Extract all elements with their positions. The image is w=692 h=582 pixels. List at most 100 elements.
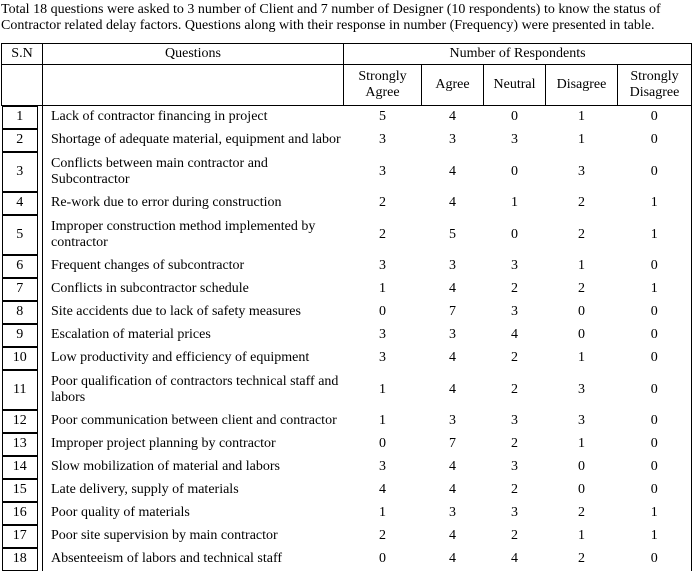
sn-cell: 13 — [1, 432, 43, 456]
value-cell: 3 — [449, 505, 456, 520]
value-cell: 3 — [449, 413, 456, 428]
value-cell: 3 — [511, 258, 518, 273]
value-cell: 4 — [449, 195, 456, 210]
table-row: 14 Slow mobilization of material and labo… — [1, 455, 692, 479]
sn-box: 15 — [1, 478, 38, 502]
table-row: 16 Poor quality of materials 1 3 3 2 1 — [1, 501, 692, 525]
value-cell: 3 — [379, 258, 386, 273]
sn-cell: 12 — [1, 409, 43, 433]
value-cell: 4 — [449, 381, 456, 397]
value-cell: 4 — [449, 551, 456, 566]
value-cell: 0 — [379, 304, 386, 319]
question-cell: Poor site supervision by main contractor — [42, 524, 344, 548]
value-cell: 7 — [449, 436, 456, 451]
value-cell: 1 — [617, 191, 692, 215]
value-cell: 3 — [511, 459, 518, 474]
sn-box: 13 — [1, 432, 38, 456]
question-cell: Low productivity and efficiency of equip… — [42, 346, 344, 370]
question-cell: Absenteeism of labors and technical staf… — [42, 547, 344, 571]
question-cell: Poor qualification of contractors techni… — [42, 369, 344, 410]
value-cell: 3 — [449, 258, 456, 273]
value-cell: 0 — [617, 409, 692, 433]
intro-paragraph: Total 18 questions were asked to 3 numbe… — [1, 2, 661, 33]
question-cell: Improper construction method implemented… — [42, 214, 344, 255]
sn-cell: 17 — [1, 524, 43, 548]
question-cell: Conflicts in subcontractor schedule — [42, 277, 344, 301]
value-cell: 1 — [617, 214, 692, 255]
value-cell: 3 — [379, 163, 386, 179]
table-row: 5 Improper construction method implemente… — [1, 214, 692, 255]
value-cell: 7 — [449, 304, 456, 319]
table-row: 6 Frequent changes of subcontractor 3 3 3 1 0 — [1, 254, 692, 278]
table-body: 1 Lack of contractor financing in project… — [1, 105, 692, 571]
table-row: 4 Re-work due to error during constructio… — [1, 191, 692, 215]
question-cell: Escalation of material prices — [42, 323, 344, 347]
value-cell: 3 — [578, 381, 585, 397]
value-cell: 4 — [449, 528, 456, 543]
question-cell: Site accidents due to lack of safety mea… — [42, 300, 344, 324]
sn-cell: 6 — [1, 254, 43, 278]
sn-cell: 5 — [1, 214, 43, 255]
value-cell: 1 — [379, 281, 386, 296]
value-cell: 0 — [617, 369, 692, 410]
value-cell: 2 — [511, 482, 518, 497]
question-cell: Lack of contractor financing in project — [42, 105, 344, 129]
value-cell: 0 — [617, 455, 692, 479]
value-cell: 0 — [617, 151, 692, 192]
subheader-cell: Neutral — [483, 64, 546, 106]
value-cell: 0 — [511, 226, 518, 242]
value-cell: 5 — [449, 226, 456, 242]
value-cell: 0 — [617, 346, 692, 370]
value-cell: 3 — [379, 132, 386, 147]
value-cell: 2 — [511, 281, 518, 296]
subheader-empty-questions — [42, 64, 344, 106]
col-header-questions: Questions — [42, 43, 344, 65]
sn-box: 18 — [1, 547, 38, 571]
sn-box: 4 — [1, 191, 38, 215]
value-cell: 0 — [379, 436, 386, 451]
value-cell: 2 — [511, 436, 518, 451]
sn-cell: 15 — [1, 478, 43, 502]
value-cell: 1 — [578, 436, 585, 451]
sn-cell: 10 — [1, 346, 43, 370]
value-cell: 4 — [449, 163, 456, 179]
sn-box: 10 — [1, 346, 38, 370]
question-cell: Conflicts between main contractor and Su… — [42, 151, 344, 192]
value-cell: 0 — [511, 109, 518, 125]
table-row: 17 Poor site supervision by main contract… — [1, 524, 692, 548]
value-cell: 1 — [617, 277, 692, 301]
value-cell: 2 — [578, 195, 585, 210]
value-cell: 1 — [578, 109, 585, 125]
value-cell: 5 — [379, 109, 386, 125]
header-row-main: S.N Questions Number of Respondents — [1, 43, 692, 65]
value-cell: 1 — [379, 413, 386, 428]
value-cell: 0 — [578, 327, 585, 342]
value-cell: 3 — [379, 350, 386, 365]
question-cell: Improper project planning by contractor — [42, 432, 344, 456]
value-cell: 2 — [511, 528, 518, 543]
value-cell: 1 — [617, 524, 692, 548]
sn-cell: 8 — [1, 300, 43, 324]
question-cell: Frequent changes of subcontractor — [42, 254, 344, 278]
sn-cell: 4 — [1, 191, 43, 215]
sn-box: 14 — [1, 455, 38, 479]
sn-box: 17 — [1, 524, 38, 548]
value-cell: 3 — [511, 132, 518, 147]
sn-cell: 16 — [1, 501, 43, 525]
value-cell: 2 — [379, 226, 386, 242]
table-row: 3 Conflicts between main contractor and S… — [1, 151, 692, 192]
value-cell: 3 — [449, 327, 456, 342]
value-cell: 0 — [617, 432, 692, 456]
subheader-cell: Strongly Disagree — [617, 64, 692, 106]
question-cell: Poor quality of materials — [42, 501, 344, 525]
sn-cell: 7 — [1, 277, 43, 301]
table-row: 1 Lack of contractor financing in project… — [1, 105, 692, 129]
question-cell: Late delivery, supply of materials — [42, 478, 344, 502]
table-row: 13 Improper project planning by contracto… — [1, 432, 692, 456]
value-cell: 0 — [578, 304, 585, 319]
table-row: 7 Conflicts in subcontractor schedule 1 4 2 2… — [1, 277, 692, 301]
value-cell: 1 — [578, 350, 585, 365]
value-cell: 1 — [578, 132, 585, 147]
col-header-respondents-group: Number of Respondents — [343, 43, 692, 65]
sn-cell: 18 — [1, 547, 43, 571]
